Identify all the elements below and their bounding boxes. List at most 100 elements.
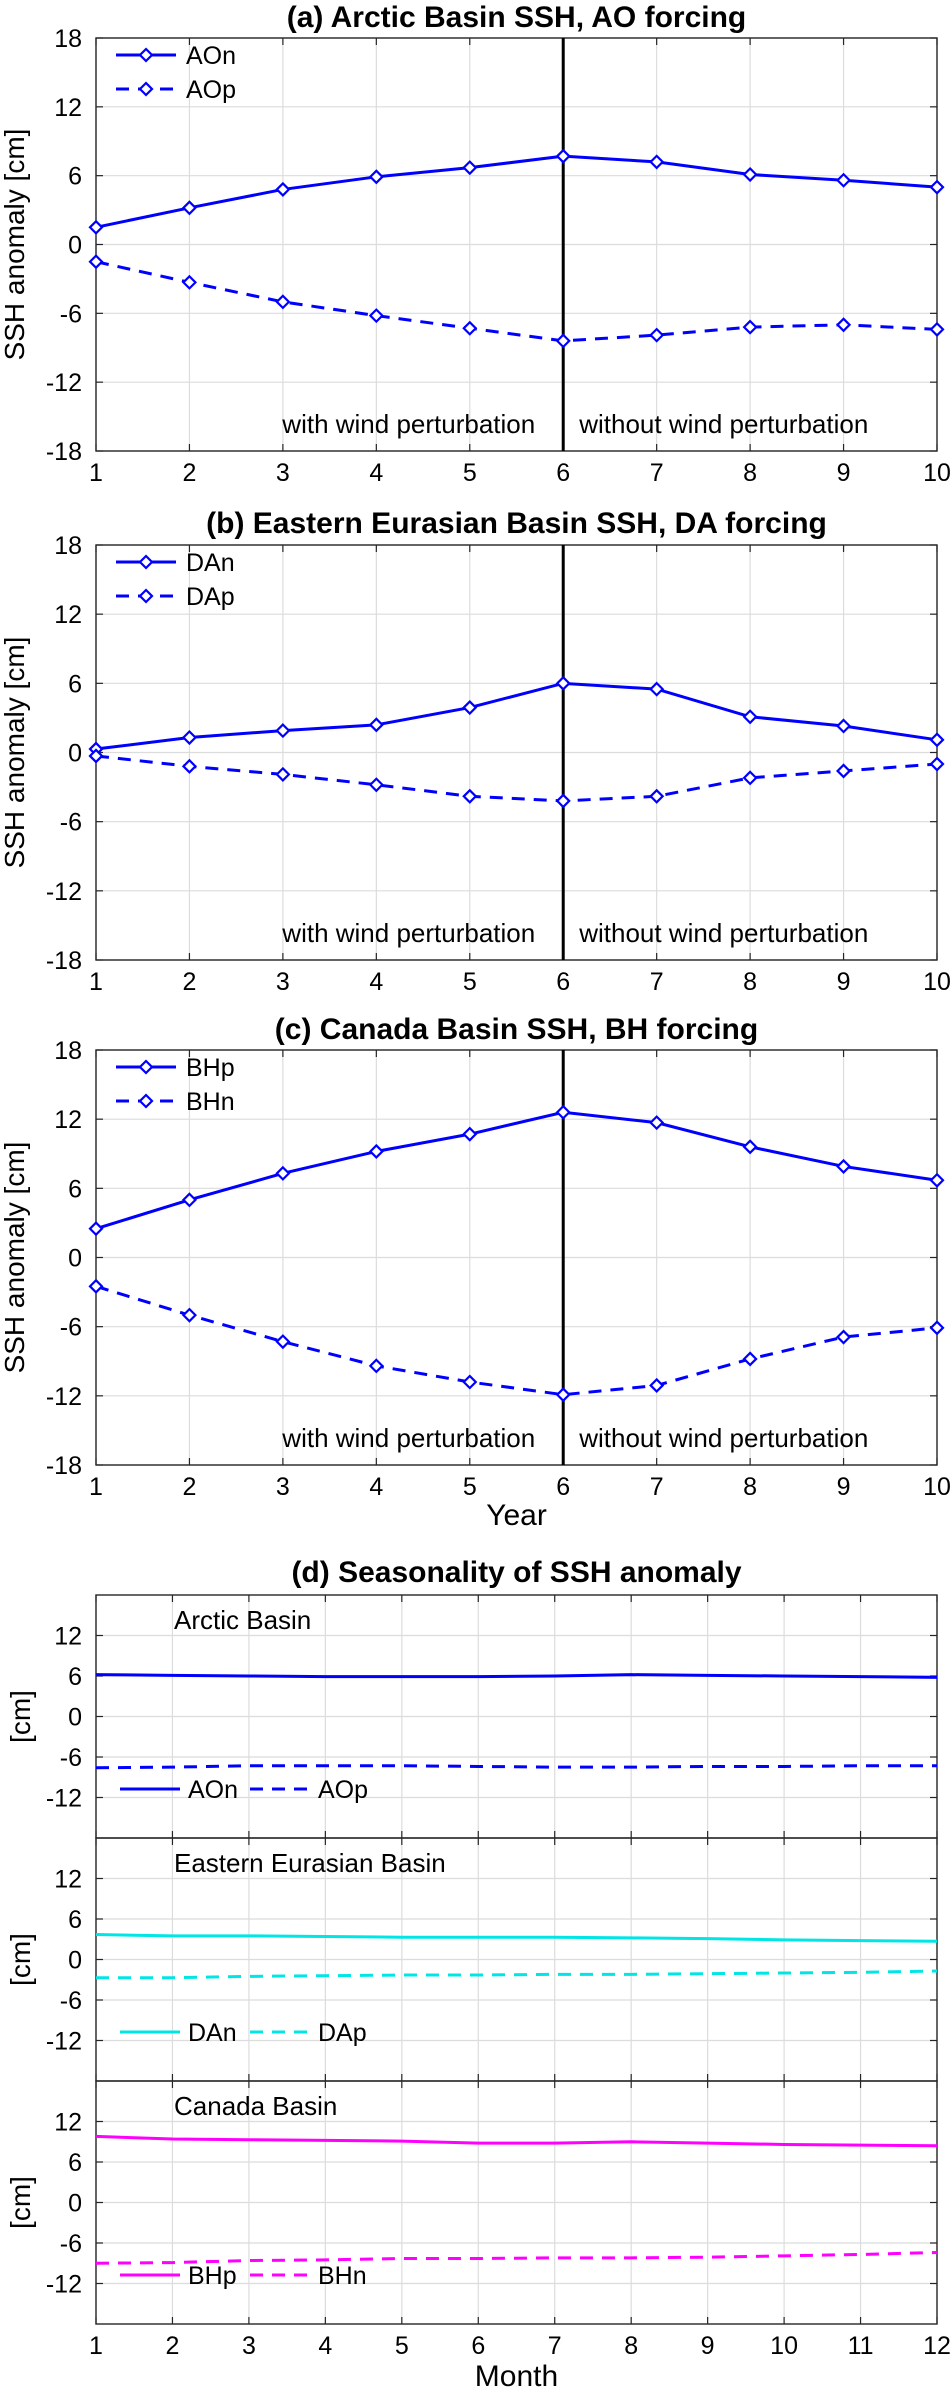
chart-title: (c) Canada Basin SSH, BH forcing [275,1013,758,1046]
x-tick-label: 6 [556,968,570,996]
series-line-BHn [95,1284,938,1397]
data-point-BHn [368,1358,384,1374]
y-tick-label: 12 [54,1106,82,1134]
data-point-AOp [181,274,198,290]
y-tick-label: 0 [68,740,82,768]
data-point-DAp [835,763,852,779]
data-point-DAp [275,766,291,782]
data-point-AOn [929,179,945,195]
legend-label-AOn: AOn [188,1776,238,1804]
data-point-BHn [649,1377,665,1394]
x-tick-label: 7 [548,2332,562,2360]
data-point-DAn [368,717,384,733]
data-point-DAp [742,770,758,786]
seasonality-chart: (d) Seasonality of SSH anomaly 12 6 0 -6 -12 A… [5,1556,951,2393]
data-point-DAn [835,718,852,734]
x-tick-label: 2 [182,968,196,996]
data-point-AOp [462,320,478,336]
basin-label: Arctic Basin [174,1605,311,1635]
x-tick-label: 1 [89,2332,103,2360]
data-point-AOn [835,172,852,188]
data-point-BHn [275,1334,291,1350]
y-tick-label: 6 [68,1175,82,1203]
x-tick-label: 2 [182,459,196,487]
y-tick-label: 0 [68,2190,82,2218]
data-point-DAn [929,732,945,748]
legend-label-AOn: AOn [186,42,236,70]
data-point-AOn [742,166,758,183]
legend-label-BHp: BHp [186,1054,235,1082]
seasonality-panel-1: 12 6 0 -6 -12 Arctic Basin AOn AOp [cm] [5,1594,938,1839]
y-tick-label: -6 [60,1987,82,2015]
x-tick-label: 1 [89,1473,103,1501]
data-point-BHn [462,1374,478,1390]
y-tick-label: 6 [68,1663,82,1691]
x-tick-label: 9 [837,459,851,487]
y-tick-label: 6 [68,670,82,698]
y-tick-label: 0 [68,232,82,260]
legend-marker-BHn [138,1093,154,1109]
y-tick-label: 12 [54,2109,82,2137]
chart-title: (b) Eastern Eurasian Basin SSH, DA forci… [206,507,827,540]
data-point-DAp [649,788,665,804]
legend-marker-AOp [138,81,154,97]
data-point-BHp [742,1139,758,1155]
data-point-DAn [555,675,571,691]
x-tick-label: 8 [743,1473,757,1501]
data-point-DAn [462,699,478,716]
annotation-with-wind: with wind perturbation [281,409,535,439]
data-point-BHp [88,1221,104,1237]
x-tick-label: 3 [242,2332,256,2360]
data-point-AOp [742,319,758,335]
data-point-BHn [742,1351,758,1367]
y-tick-label: 0 [68,1245,82,1273]
data-point-BHp [835,1158,852,1174]
data-point-AOn [555,148,571,164]
data-point-BHp [368,1143,384,1160]
annotation-with-wind: with wind perturbation [281,918,535,948]
data-point-BHn [88,1278,104,1294]
x-tick-label: 1 [89,459,103,487]
y-axis-label: SSH anomaly [cm] [0,1142,30,1374]
y-axis-label: [cm] [5,2176,36,2229]
y-axis-label: [cm] [5,1933,36,1986]
data-point-BHp [555,1104,571,1120]
seasonality-title: (d) Seasonality of SSH anomaly [291,1556,741,1589]
y-tick-label: -6 [60,2230,82,2258]
x-tick-label: 3 [276,459,290,487]
data-point-AOp [275,294,291,310]
chart-title: (a) Arctic Basin SSH, AO forcing [287,1,747,34]
legend-marker-BHp [138,1059,154,1075]
legend-label-BHp: BHp [188,2262,237,2290]
x-tick-label: 9 [837,1473,851,1501]
x-tick-label: 4 [318,2332,332,2360]
x-tick-label: 10 [923,459,951,487]
x-tick-label: 5 [463,459,477,487]
data-point-DAn [275,723,291,739]
data-point-BHn [181,1307,198,1323]
series-line-DAp [96,1969,938,1980]
data-point-BHp [181,1192,198,1208]
data-point-AOn [275,181,291,197]
y-tick-label: 18 [54,1037,82,1065]
y-tick-label: -18 [46,438,82,466]
x-tick-label: 10 [770,2332,798,2360]
y-tick-label: -12 [46,1785,82,1813]
data-point-DAp [88,748,104,764]
x-tick-label: 12 [923,2332,951,2360]
y-tick-label: 12 [54,94,82,122]
data-point-BHp [929,1172,945,1188]
y-axis-label: SSH anomaly [cm] [0,637,30,869]
y-tick-label: 12 [54,601,82,629]
x-tick-label: 5 [463,1473,477,1501]
x-tick-label: 7 [650,968,664,996]
x-tick-label: 1 [89,968,103,996]
data-point-AOp [555,333,571,349]
x-tick-label: 6 [556,1473,570,1501]
data-point-AOp [835,317,852,333]
data-point-DAp [929,756,945,772]
data-point-AOn [649,154,665,170]
x-tick-label: 8 [624,2332,638,2360]
